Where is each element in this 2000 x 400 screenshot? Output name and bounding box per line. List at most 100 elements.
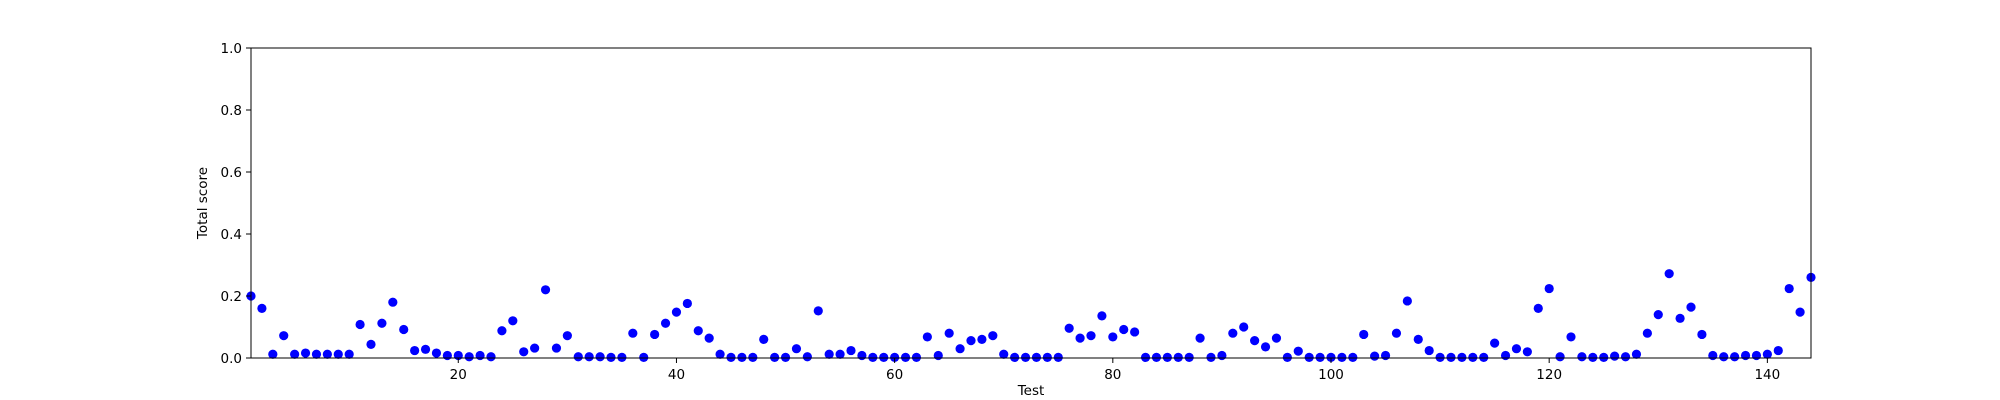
data-point	[999, 349, 1009, 359]
data-point	[1719, 352, 1729, 362]
data-point	[1271, 333, 1282, 343]
data-point	[1031, 352, 1042, 362]
x-tick-label: 60	[886, 367, 903, 383]
data-point	[1773, 345, 1783, 356]
data-point	[1217, 350, 1227, 361]
data-point	[1195, 333, 1205, 343]
y-axis-ticks: 0.0 0.2 0.4 0.6 0.8 1.0	[221, 41, 251, 367]
data-point	[1239, 322, 1249, 332]
data-point	[911, 352, 922, 362]
data-point	[595, 352, 605, 362]
data-point	[1708, 350, 1718, 361]
data-point	[835, 349, 845, 359]
data-point	[857, 350, 867, 361]
y-tick-label: 0.0	[221, 351, 242, 367]
data-point	[1053, 352, 1063, 362]
data-point	[410, 345, 420, 356]
data-point	[366, 339, 376, 349]
data-point	[311, 349, 322, 359]
data-point	[344, 349, 354, 359]
data-point	[1260, 342, 1271, 352]
y-tick-label: 0.4	[221, 227, 242, 243]
x-tick-label: 120	[1536, 367, 1562, 383]
data-point	[1511, 344, 1522, 354]
data-point	[922, 332, 932, 342]
data-point	[1610, 351, 1620, 361]
data-point	[1522, 347, 1532, 357]
x-axis-label: Test	[1017, 383, 1045, 399]
data-point	[519, 347, 529, 357]
data-point	[1075, 333, 1085, 343]
data-point	[377, 318, 387, 328]
data-point	[780, 352, 791, 362]
data-point	[1064, 323, 1074, 333]
data-point	[1500, 350, 1511, 361]
plot-frame	[250, 47, 1812, 359]
data-point	[770, 352, 780, 362]
data-point	[1173, 352, 1183, 362]
data-point	[562, 331, 572, 341]
data-point	[1435, 352, 1445, 362]
data-point	[1151, 352, 1162, 362]
data-point	[399, 324, 409, 335]
data-point	[497, 326, 507, 336]
data-point	[420, 344, 431, 354]
data-point	[1282, 352, 1292, 362]
data-point	[257, 303, 267, 313]
data-point	[802, 352, 812, 362]
data-point	[431, 348, 442, 358]
y-tick-label: 0.2	[221, 289, 242, 305]
data-point	[977, 334, 987, 344]
data-point	[388, 297, 398, 307]
data-point	[1228, 328, 1238, 338]
data-point	[464, 352, 474, 362]
data-point	[1446, 352, 1456, 362]
data-point	[1675, 313, 1685, 323]
x-tick-label: 20	[450, 367, 467, 383]
x-tick-label: 140	[1754, 367, 1780, 383]
data-point	[322, 349, 332, 359]
data-point	[682, 298, 692, 309]
data-point	[726, 352, 736, 362]
data-point	[1130, 327, 1140, 337]
data-point	[1315, 352, 1325, 362]
data-point	[1577, 352, 1587, 362]
data-point	[933, 350, 943, 361]
data-point	[290, 349, 300, 359]
data-point	[1468, 352, 1478, 362]
data-point	[1293, 346, 1303, 356]
data-point	[1391, 328, 1402, 338]
data-point	[573, 352, 583, 362]
data-point	[1631, 349, 1642, 359]
data-point	[1620, 352, 1631, 362]
data-point	[955, 344, 965, 354]
data-point	[1424, 345, 1434, 356]
data-point	[355, 319, 365, 330]
data-point	[1119, 324, 1129, 335]
data-point	[1599, 352, 1609, 362]
data-point	[279, 331, 289, 341]
y-tick-label: 1.0	[221, 41, 242, 57]
data-point	[759, 334, 769, 344]
data-point	[1730, 352, 1740, 362]
data-point	[846, 345, 856, 356]
data-point	[300, 348, 311, 358]
data-point	[868, 352, 878, 362]
data-point	[530, 343, 540, 353]
data-point	[1086, 331, 1096, 341]
data-point	[1490, 338, 1500, 348]
data-point	[715, 349, 725, 359]
data-point	[1686, 302, 1696, 312]
data-point	[333, 349, 343, 359]
data-point	[475, 350, 485, 361]
data-point	[486, 352, 496, 362]
data-point	[639, 352, 649, 362]
data-point	[879, 352, 889, 362]
data-point	[1762, 349, 1772, 359]
data-point	[1457, 352, 1467, 362]
data-point	[606, 352, 616, 362]
data-point	[1042, 352, 1052, 362]
data-point	[1184, 352, 1194, 362]
data-point	[813, 306, 823, 316]
